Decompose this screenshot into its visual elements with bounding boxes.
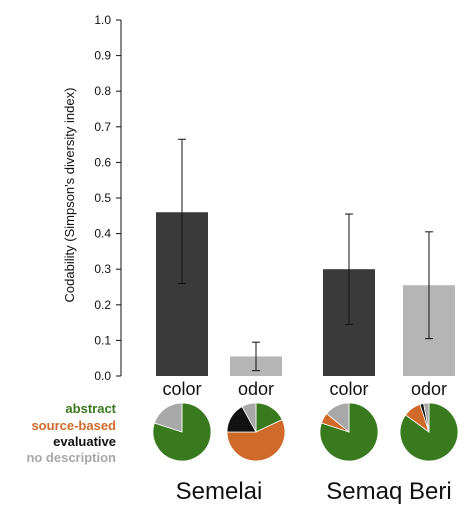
y-tick-label: 0.0 <box>94 369 111 383</box>
y-tick-label: 0.8 <box>94 84 111 98</box>
legend-no-description: no description <box>26 450 116 465</box>
pie-semaq-beri-color <box>319 402 379 462</box>
pie-slice-abstract <box>319 402 379 462</box>
group-labels: Semelai Semaq Beri <box>176 478 452 505</box>
legend-source-based: source-based <box>31 418 116 433</box>
y-tick-label: 0.2 <box>94 298 111 312</box>
pies <box>152 402 459 462</box>
y-tick-label: 0.7 <box>94 120 111 134</box>
y-tick-label: 0.6 <box>94 155 111 169</box>
group-label: Semaq Beri <box>326 478 451 505</box>
pie-slice-abstract <box>399 402 459 462</box>
bar-category-label: odor <box>411 379 447 399</box>
y-tick-label: 0.3 <box>94 262 111 276</box>
bar-category-label: color <box>329 379 368 399</box>
bar-category-label: odor <box>238 379 274 399</box>
pie-slice-no-description <box>326 402 350 433</box>
pie-slice-no-description <box>241 402 257 433</box>
y-tick-label: 0.9 <box>94 49 111 63</box>
pie-semelai-odor <box>226 402 286 462</box>
y-tick-label: 0.5 <box>94 191 111 205</box>
bar-category-label: color <box>162 379 201 399</box>
bars: color odor color odor <box>156 138 455 399</box>
group-label: Semelai <box>176 478 263 505</box>
pie-slice-abstract <box>152 402 212 462</box>
pie-slice-source-based <box>226 419 286 462</box>
pie-slice-no-description <box>423 402 430 433</box>
y-axis-label: Codability (Simpson's diversity index) <box>62 88 77 303</box>
legend-evaluative: evaluative <box>53 434 116 449</box>
y-tick-label: 0.4 <box>94 227 111 241</box>
y-tick-label: 1.0 <box>94 13 111 27</box>
legend-abstract: abstract <box>65 401 116 416</box>
pie-semaq-beri-odor <box>399 402 459 462</box>
pie-semelai-color <box>152 402 212 462</box>
pie-slice-no-description <box>153 402 183 433</box>
y-tick-label: 0.1 <box>94 333 111 347</box>
y-axis: 0.0 0.1 0.2 0.3 0.4 0.5 0.6 0.7 0.8 0.9 1.0 <box>94 13 122 383</box>
